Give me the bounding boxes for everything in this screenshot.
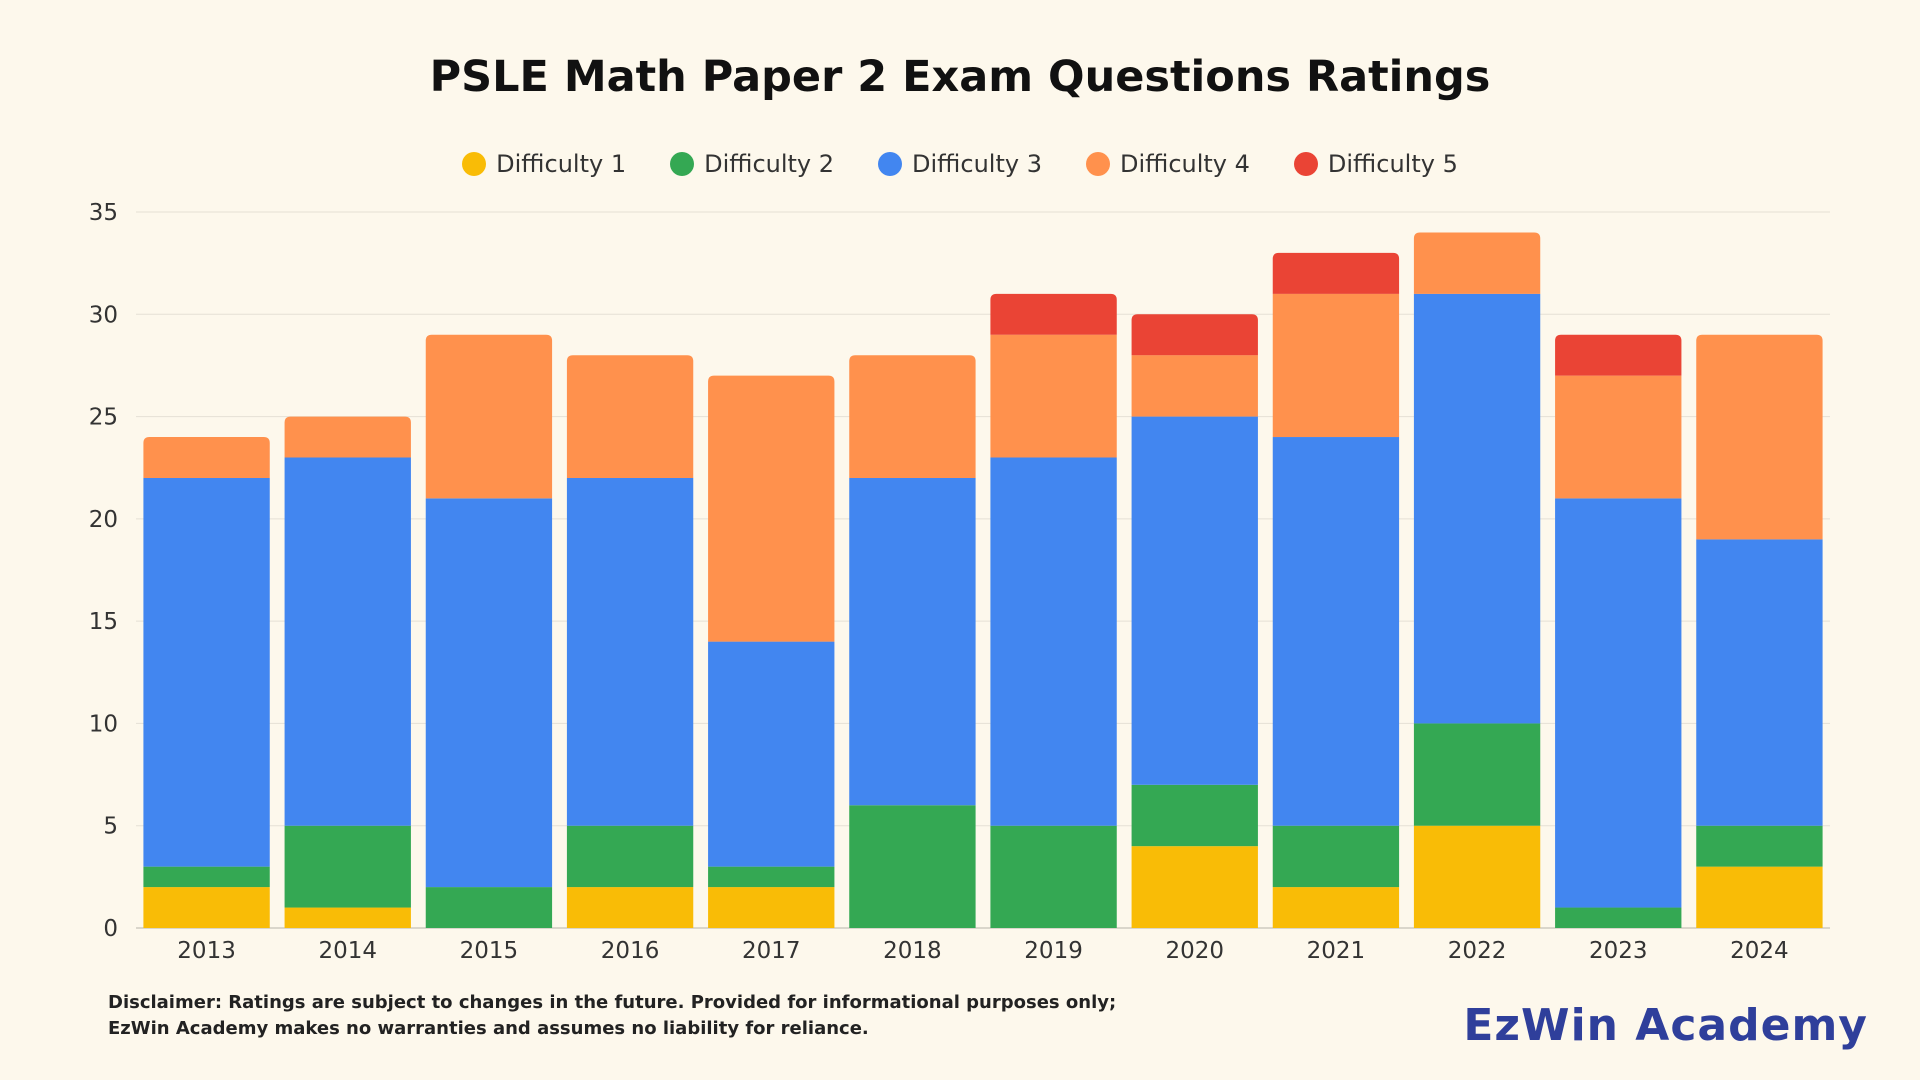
legend-label: Difficulty 3 [912, 150, 1042, 178]
bar-2021-difficulty-2 [1272, 825, 1400, 888]
legend-item: Difficulty 2 [670, 150, 834, 178]
legend-item: Difficulty 3 [878, 150, 1042, 178]
bar-2013-difficulty-1 [143, 887, 270, 928]
disclaimer-text: Disclaimer: Ratings are subject to chang… [108, 992, 1117, 1040]
legend-swatch [1293, 152, 1318, 176]
legend-label: Difficulty 4 [1119, 150, 1250, 178]
bar-2019-difficulty-4 [990, 334, 1117, 458]
chart-title: PSLE Math Paper 2 Exam Questions Ratings [429, 52, 1491, 102]
bar-2023-difficulty-5 [1555, 334, 1682, 376]
y-tick-label: 30 [89, 302, 118, 328]
bar-2024-difficulty-3 [1696, 539, 1823, 826]
bar-2016-difficulty-2 [566, 825, 694, 888]
y-tick-label: 5 [103, 814, 118, 840]
legend-item: Difficulty 5 [1293, 150, 1458, 178]
x-tick-label: 2015 [460, 938, 519, 964]
bar-2018-difficulty-3 [849, 477, 976, 806]
bar-2019-difficulty-3 [990, 457, 1117, 826]
y-tick-label: 15 [89, 609, 118, 635]
legend-item: Difficulty 1 [462, 150, 626, 178]
y-tick-label: 25 [89, 405, 118, 431]
bar-2014-difficulty-4 [284, 416, 411, 458]
bar-2016-difficulty-3 [566, 477, 694, 826]
x-tick-label: 2024 [1730, 938, 1789, 964]
legend-label: Difficulty 2 [704, 150, 835, 178]
x-tick-label: 2018 [883, 938, 942, 964]
bar-2017-difficulty-3 [708, 641, 835, 867]
legend-swatch [670, 152, 695, 176]
bar-2022-difficulty-3 [1413, 293, 1541, 724]
bar-2017-difficulty-2 [708, 866, 835, 888]
x-tick-label: 2022 [1448, 938, 1507, 964]
x-tick-label: 2019 [1024, 938, 1083, 964]
bar-2020-difficulty-5 [1131, 314, 1258, 356]
y-tick-label: 0 [103, 916, 118, 942]
legend-label: Difficulty 1 [496, 150, 627, 178]
x-tick-label: 2017 [742, 938, 801, 964]
y-tick-label: 35 [89, 200, 118, 226]
bar-2015-difficulty-2 [425, 887, 553, 928]
bar-2020-difficulty-3 [1131, 416, 1258, 785]
x-tick-label: 2016 [601, 938, 660, 964]
bar-2021-difficulty-5 [1272, 252, 1400, 294]
bar-2021-difficulty-3 [1272, 437, 1400, 826]
bar-2022-difficulty-4 [1413, 232, 1541, 294]
legend-label: Difficulty 5 [1327, 150, 1458, 178]
x-tick-label: 2021 [1307, 938, 1366, 964]
bar-2018-difficulty-4 [849, 355, 976, 478]
bar-2017-difficulty-4 [708, 375, 835, 642]
x-tick-label: 2023 [1589, 938, 1648, 964]
bar-2024-difficulty-4 [1696, 334, 1823, 540]
brand-logo: EzWin Academy [1463, 1000, 1868, 1051]
y-tick-label: 20 [89, 507, 118, 533]
bar-2014-difficulty-1 [284, 907, 411, 928]
bar-2013-difficulty-3 [143, 477, 270, 867]
bar-2016-difficulty-1 [566, 887, 694, 928]
x-tick-label: 2014 [318, 938, 377, 964]
bar-2013-difficulty-2 [143, 866, 270, 888]
bar-2018-difficulty-2 [849, 805, 976, 928]
chart-legend: Difficulty 1 Difficulty 2 Difficulty 3 Diff… [0, 150, 1920, 178]
bar-2014-difficulty-3 [284, 457, 411, 826]
bar-2015-difficulty-4 [425, 334, 553, 499]
bar-2013-difficulty-4 [143, 437, 270, 478]
bar-2022-difficulty-2 [1413, 723, 1541, 826]
bar-2024-difficulty-2 [1696, 825, 1823, 867]
y-tick-label: 10 [89, 711, 118, 737]
bar-2021-difficulty-4 [1272, 293, 1400, 438]
bar-2016-difficulty-4 [566, 355, 694, 478]
bar-2022-difficulty-1 [1413, 825, 1541, 928]
legend-swatch [1085, 152, 1110, 176]
bar-2021-difficulty-1 [1272, 887, 1400, 928]
bar-2019-difficulty-5 [990, 293, 1117, 335]
legend-item: Difficulty 4 [1085, 150, 1250, 178]
bar-2017-difficulty-1 [708, 887, 835, 928]
bar-2023-difficulty-4 [1555, 375, 1682, 499]
x-tick-label: 2013 [177, 938, 236, 964]
bar-2020-difficulty-2 [1131, 784, 1258, 847]
x-tick-label: 2020 [1165, 938, 1224, 964]
bar-2019-difficulty-2 [990, 825, 1117, 928]
bar-2024-difficulty-1 [1696, 866, 1823, 928]
bar-2015-difficulty-3 [425, 498, 553, 888]
legend-swatch [462, 152, 487, 176]
bar-2020-difficulty-4 [1131, 355, 1258, 417]
bar-2023-difficulty-2 [1555, 907, 1682, 928]
bar-2014-difficulty-2 [284, 825, 411, 908]
legend-swatch [878, 152, 903, 176]
bar-2023-difficulty-3 [1555, 498, 1682, 908]
bar-2020-difficulty-1 [1131, 846, 1258, 928]
